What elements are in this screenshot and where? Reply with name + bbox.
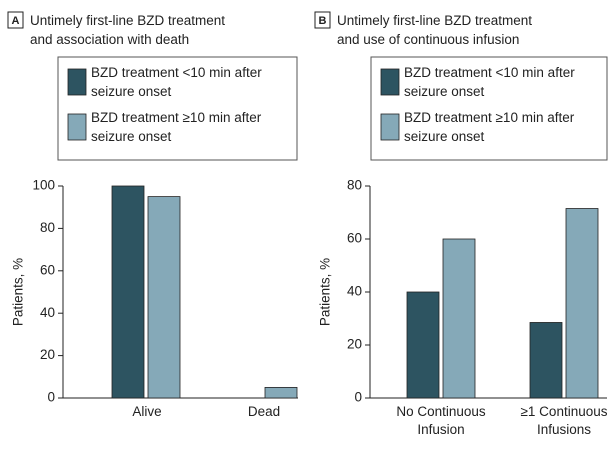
chart-title-line: Untimely first-line BZD treatment [30,13,225,28]
y-tick-label: 60 [40,262,55,277]
legend-swatch [67,113,87,141]
chart-title-line: Untimely first-line BZD treatment [337,13,532,28]
legend-label-line: BZD treatment <10 min after [91,65,262,80]
y-tick-label: 100 [32,178,55,193]
y-tick-label: 0 [47,390,55,405]
y-tick-label: 40 [347,284,362,299]
legend-label-line: seizure onset [404,84,485,99]
x-tick-label-line: ≥1 Continuous [521,404,608,419]
legend-label-line: BZD treatment <10 min after [404,65,575,80]
bar [565,208,599,399]
x-tick-label-line: No Continuous [396,404,486,419]
panel-letter-box [314,11,331,29]
y-tick-label: 60 [347,231,362,246]
chart-title-line: and use of continuous infusion [337,32,519,47]
bar [529,322,563,399]
panel-letter-box [7,11,24,29]
legend-swatch [67,68,87,96]
y-tick-label: 20 [40,347,55,362]
chart-title-line: and association with death [30,32,189,47]
y-tick-label: 20 [347,337,362,352]
legend-label-line: BZD treatment ≥10 min after [404,110,575,125]
bar [147,196,181,399]
x-tick-label-line: Infusion [417,422,464,437]
y-tick-label: 80 [40,220,55,235]
chart-title: Untimely first-line BZD treatment and ass… [30,13,225,47]
panel-letter: B [319,15,327,27]
legend-label: BZD treatment <10 min after seizure onset [404,65,575,99]
panel-letter: A [12,15,20,27]
legend-box [370,56,608,161]
x-tick-label: Dead [248,404,280,419]
bar [442,238,476,399]
bar [264,386,298,399]
x-tick-label-line: Dead [248,404,280,419]
bar [406,291,440,399]
x-tick-label: Alive [132,404,161,419]
legend-label-line: seizure onset [404,129,485,144]
x-tick-label-line: Infusions [537,422,591,437]
y-tick-label: 40 [40,305,55,320]
x-tick-label: ≥1 Continuous Infusions [521,404,608,437]
y-axis-label: Patients, % [11,258,26,326]
legend-label-line: BZD treatment ≥10 min after [91,110,262,125]
y-tick-label: 0 [354,390,362,405]
legend-swatch [380,113,400,141]
x-tick-label-line: Alive [132,404,161,419]
chart-title: Untimely first-line BZD treatment and use… [337,13,532,47]
y-tick-label: 80 [347,178,362,193]
legend-label: BZD treatment ≥10 min after seizure onset [404,110,575,144]
y-axis-label: Patients, % [318,258,333,326]
legend-swatch [380,68,400,96]
legend-label-line: seizure onset [91,84,172,99]
bar [111,185,145,399]
legend-label: BZD treatment <10 min after seizure onset [91,65,262,99]
legend-label: BZD treatment ≥10 min after seizure onset [91,110,262,144]
legend-box [57,56,298,161]
x-tick-label: No Continuous Infusion [396,404,486,437]
legend-label-line: seizure onset [91,129,172,144]
